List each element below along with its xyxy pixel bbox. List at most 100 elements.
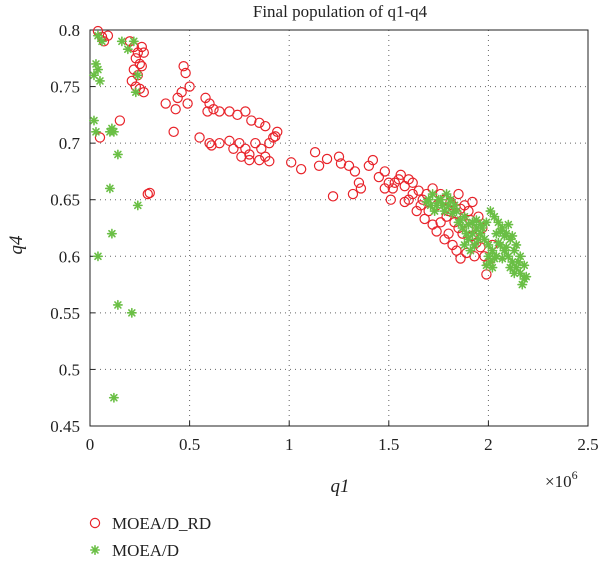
data-point xyxy=(445,194,456,205)
y-tick-label: 0.65 xyxy=(50,191,80,210)
data-point xyxy=(321,153,333,165)
data-point xyxy=(463,234,474,245)
data-point xyxy=(385,194,396,205)
data-point xyxy=(92,251,103,262)
data-point xyxy=(94,75,105,86)
data-point xyxy=(112,299,123,310)
data-point xyxy=(373,171,385,183)
data-point xyxy=(441,189,452,200)
data-point xyxy=(459,211,470,222)
data-point xyxy=(108,126,119,137)
data-point xyxy=(234,137,245,149)
data-point xyxy=(389,177,400,188)
data-point xyxy=(214,137,225,149)
data-point xyxy=(236,151,247,162)
data-point xyxy=(439,234,450,245)
data-point xyxy=(473,234,484,245)
series-moea-d xyxy=(88,30,532,403)
data-point xyxy=(379,166,391,177)
data-point xyxy=(327,191,339,202)
x-tick-label: 2 xyxy=(484,435,493,454)
data-point xyxy=(349,166,361,177)
data-point xyxy=(449,200,460,211)
data-point xyxy=(503,219,514,230)
data-point xyxy=(204,137,215,149)
data-point xyxy=(467,228,478,239)
legend-label: MOEA/D xyxy=(112,541,179,560)
data-point xyxy=(180,67,191,79)
data-point xyxy=(355,183,367,194)
data-point xyxy=(471,215,482,226)
x-tick-label: 2.5 xyxy=(577,435,598,454)
data-point xyxy=(379,183,391,194)
data-point xyxy=(453,188,464,200)
x-tick-label: 1 xyxy=(285,435,294,454)
data-point xyxy=(485,206,496,217)
data-point xyxy=(244,149,255,160)
data-point xyxy=(134,58,145,70)
y-tick-label: 0.6 xyxy=(59,247,80,266)
data-point xyxy=(130,87,141,98)
data-point xyxy=(208,103,219,115)
data-point xyxy=(272,126,283,138)
data-point xyxy=(92,30,103,41)
legend-label: MOEA/D_RD xyxy=(112,514,211,533)
data-point xyxy=(202,106,213,117)
data-point xyxy=(116,36,127,47)
y-tick-label: 0.8 xyxy=(59,21,80,40)
plot-area xyxy=(89,29,589,427)
data-point xyxy=(132,70,143,81)
data-point xyxy=(88,70,99,81)
data-point xyxy=(214,106,225,117)
legend-marker xyxy=(89,517,101,529)
data-point xyxy=(395,169,406,181)
data-point xyxy=(387,183,398,194)
data-point xyxy=(469,239,480,250)
y-axis-label: q4 xyxy=(6,235,27,255)
data-point xyxy=(172,92,183,104)
data-point xyxy=(144,187,155,199)
data-point xyxy=(343,160,355,171)
data-point xyxy=(435,217,446,228)
data-point xyxy=(501,242,512,253)
data-point xyxy=(489,211,500,222)
x-tick-label: 0 xyxy=(86,435,95,454)
data-point xyxy=(427,189,438,200)
data-point xyxy=(499,230,510,241)
data-point xyxy=(264,156,275,167)
data-point xyxy=(254,117,265,128)
data-point xyxy=(515,251,526,262)
x-tick-label: 0.5 xyxy=(179,435,200,454)
data-point xyxy=(493,237,504,248)
x-axis-label: q1 xyxy=(331,476,350,497)
data-point xyxy=(182,98,193,109)
data-point xyxy=(96,36,107,47)
data-point xyxy=(427,219,438,230)
data-point xyxy=(453,217,464,228)
data-points xyxy=(88,25,532,403)
data-point xyxy=(481,260,492,271)
data-point xyxy=(112,149,123,160)
data-point xyxy=(465,245,476,256)
data-point xyxy=(469,251,480,262)
data-point xyxy=(399,196,410,208)
series-moea-d-rd xyxy=(92,25,498,280)
data-point xyxy=(333,151,345,162)
data-point xyxy=(136,61,147,72)
data-point xyxy=(353,177,365,188)
data-point xyxy=(521,271,532,282)
data-point xyxy=(184,81,195,92)
data-point xyxy=(246,115,257,126)
data-point xyxy=(415,200,426,211)
data-point xyxy=(459,200,470,211)
data-point xyxy=(128,36,139,47)
data-point xyxy=(505,262,516,273)
data-point xyxy=(507,230,518,241)
data-point xyxy=(517,279,528,290)
data-point xyxy=(459,239,470,250)
data-point xyxy=(295,163,307,175)
y-tick-label: 0.75 xyxy=(50,78,80,97)
data-point xyxy=(104,183,115,194)
data-point xyxy=(489,253,500,264)
